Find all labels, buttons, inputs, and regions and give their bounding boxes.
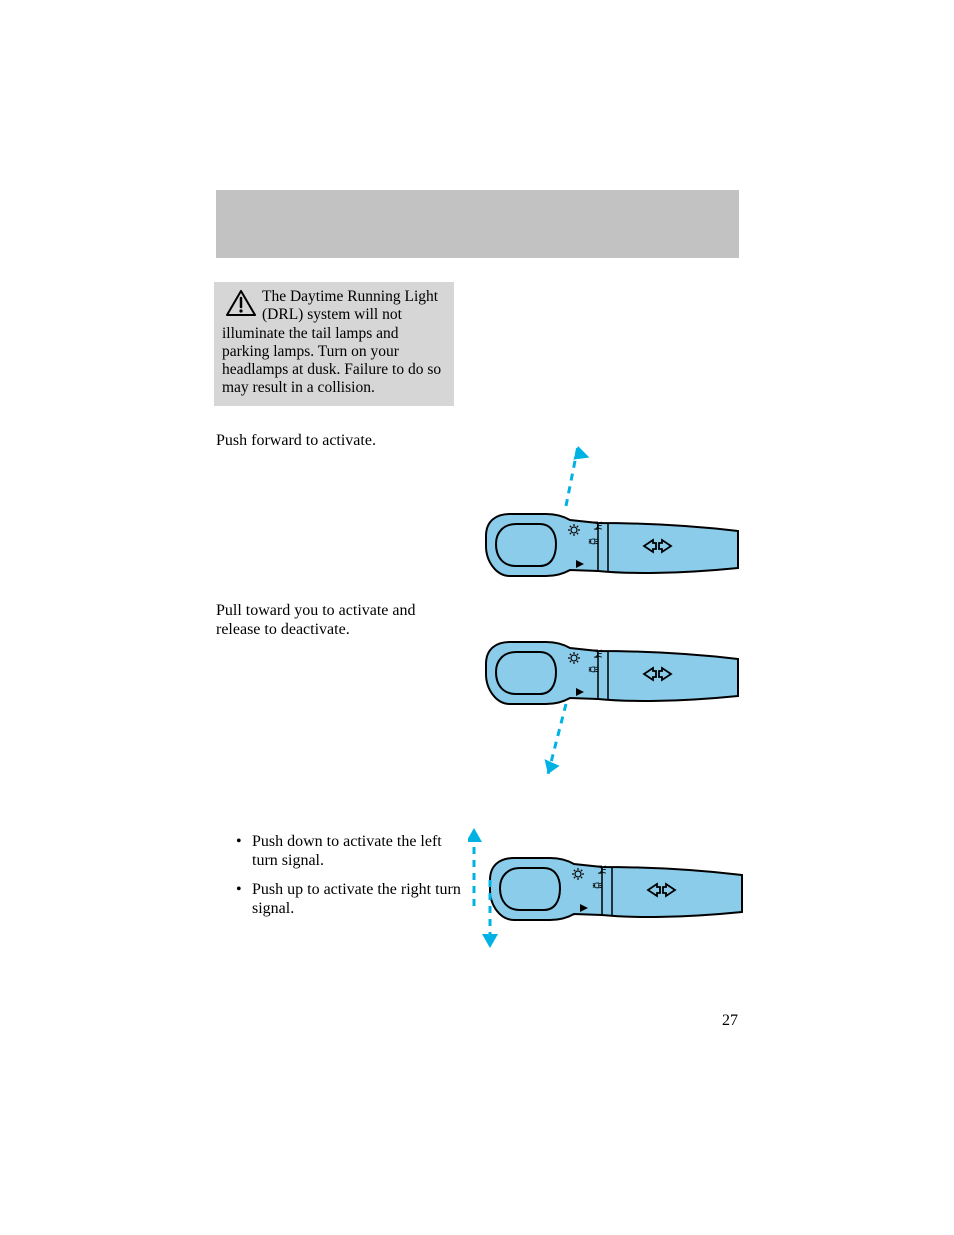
page-number: 27 (722, 1012, 738, 1030)
figure-lever-pull (478, 594, 748, 794)
figure-lever-forward (478, 426, 748, 576)
section2-label: Pull toward you to activate and release … (216, 602, 456, 640)
warning-box: The Daytime Running Light (DRL) system w… (214, 282, 454, 406)
warning-icon (226, 290, 256, 321)
list-item: Push up to activate the right turn signa… (236, 881, 466, 919)
turn-signal-list: Push down to activate the left turn sign… (236, 833, 466, 929)
section1-label: Push forward to activate. (216, 432, 376, 450)
list-item: Push down to activate the left turn sign… (236, 833, 466, 871)
header-band (216, 190, 739, 258)
figure-lever-updown (468, 820, 748, 950)
